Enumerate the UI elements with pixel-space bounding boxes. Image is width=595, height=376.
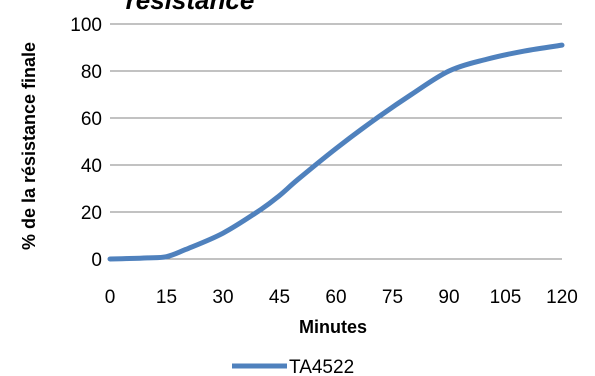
- x-tick-label: 45: [269, 287, 290, 308]
- y-axis-title: % de la résistance finale: [19, 42, 39, 250]
- x-tick-label: 60: [325, 287, 346, 308]
- x-tick-label: 0: [105, 287, 116, 308]
- series-group: [107, 42, 565, 262]
- gridlines: [110, 23, 562, 213]
- x-tick-label: 30: [212, 287, 233, 308]
- chart-title: résistance: [126, 0, 255, 15]
- x-tick-label: 105: [490, 287, 522, 308]
- legend: TA4522: [232, 357, 354, 376]
- y-tick-label: 80: [81, 62, 102, 83]
- series-line-ta4522: [107, 42, 565, 262]
- x-tick-label: 75: [382, 287, 403, 308]
- x-axis-title: Minutes: [299, 317, 367, 337]
- y-tick-label: 20: [81, 203, 102, 224]
- y-tick-label: 100: [70, 15, 102, 36]
- legend-label-ta4522: TA4522: [289, 357, 354, 376]
- y-tick-labels: 0 20 40 60 80 100: [70, 15, 102, 271]
- x-tick-label: 90: [438, 287, 459, 308]
- y-tick-label: 60: [81, 109, 102, 130]
- x-tick-labels: 0 15 30 45 60 75 90 105 120: [105, 287, 578, 308]
- x-tick-label: 15: [156, 287, 177, 308]
- x-tick-label: 120: [546, 287, 578, 308]
- y-tick-label: 0: [91, 250, 102, 271]
- y-tick-label: 40: [81, 156, 102, 177]
